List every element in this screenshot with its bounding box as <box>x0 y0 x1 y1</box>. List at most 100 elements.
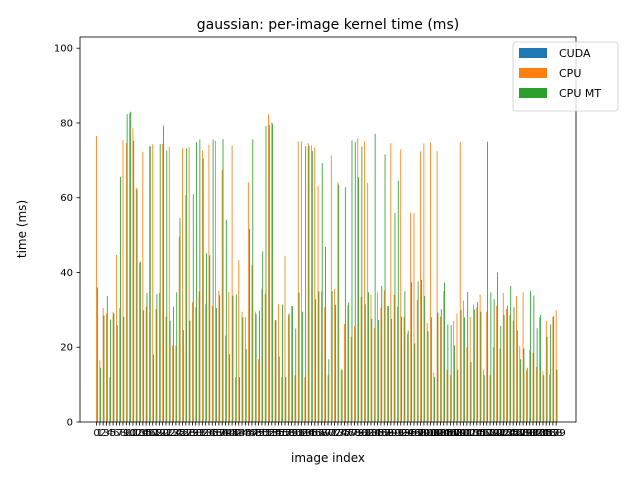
bar-cpu-mt-75 <box>344 187 346 422</box>
x-tick-label: 46 <box>242 428 255 439</box>
bar-cpu-118 <box>486 311 488 422</box>
bar-cpu-51 <box>264 293 266 422</box>
x-tick-label: 82 <box>361 428 374 439</box>
x-tick-label: 15 <box>140 428 153 439</box>
bar-cpu-mt-64 <box>308 145 310 422</box>
bar-cpu-mt-57 <box>285 377 287 422</box>
bar-cpu-mt-112 <box>467 291 469 422</box>
x-tick-label: 28 <box>183 428 196 439</box>
bar-cpu-84 <box>373 328 375 422</box>
x-tick-label: 106 <box>437 428 456 439</box>
x-tick-label: 74 <box>335 428 348 439</box>
bar-cpu-mt-17 <box>153 354 154 422</box>
x-tick-label: 57 <box>279 428 292 439</box>
bar-cpu-mt-79 <box>358 177 359 422</box>
bar-cpu-mt-38 <box>222 139 224 423</box>
bar-cpu-47 <box>251 265 253 422</box>
bar-cpu-mt-136 <box>546 336 548 422</box>
bar-cpu-mt-16 <box>149 146 151 422</box>
x-tick-label: 105 <box>434 428 453 439</box>
bar-cpu-120 <box>492 347 494 422</box>
bar-cpu-128 <box>519 346 521 422</box>
x-tick-label: 108 <box>444 428 463 439</box>
bar-cpu-mt-24 <box>176 292 178 422</box>
x-tick-label: 8 <box>120 428 126 439</box>
bar-cpu-90 <box>393 294 395 422</box>
x-ticks-group: 0123456789101112131415161718192021222324… <box>93 422 566 439</box>
x-tick-label: 14 <box>136 428 149 439</box>
bar-cpu-mt-120 <box>493 299 495 422</box>
x-tick-label: 72 <box>328 428 341 439</box>
bar-cpu-mt-61 <box>298 292 300 422</box>
x-tick-label: 16 <box>143 428 156 439</box>
x-tick-label: 138 <box>543 428 562 439</box>
bar-cpu-56 <box>281 377 283 422</box>
x-tick-label: 63 <box>298 428 311 439</box>
x-tick-label: 133 <box>527 428 546 439</box>
bar-cpu-28 <box>188 147 190 422</box>
bar-cpu-mt-52 <box>268 124 270 422</box>
x-tick-label: 52 <box>262 428 275 439</box>
y-tick-label: 20 <box>60 343 73 354</box>
bar-cpu-83 <box>370 294 372 422</box>
bar-cpu-mt-138 <box>553 316 555 422</box>
y-tick-label: 40 <box>60 268 73 279</box>
bar-cpu-131 <box>529 350 531 422</box>
bar-cpu-100 <box>426 322 428 422</box>
x-tick-label: 110 <box>451 428 470 439</box>
bar-cpu-29 <box>192 302 193 422</box>
bar-cpu-4 <box>109 377 111 422</box>
x-tick-label: 120 <box>484 428 503 439</box>
bar-cpu-mt-59 <box>292 306 293 422</box>
bar-cpu-mt-103 <box>437 312 439 422</box>
bar-cpu-39 <box>225 335 226 422</box>
x-tick-label: 53 <box>265 428 278 439</box>
bar-cpu-mt-97 <box>417 281 419 422</box>
bar-cpu-mt-47 <box>252 139 254 423</box>
bar-cpu-53 <box>271 122 273 422</box>
bar-cpu-mt-4 <box>110 319 111 422</box>
x-tick-label: 122 <box>490 428 509 439</box>
x-tick-label: 89 <box>384 428 397 439</box>
bar-cpu-44 <box>241 311 243 422</box>
x-tick-label: 11 <box>127 428 140 439</box>
bar-cpu-mt-10 <box>130 111 131 422</box>
bar-cpu-mt-35 <box>212 139 214 423</box>
bar-cpu-27 <box>185 195 187 422</box>
bar-cpu-mt-132 <box>533 295 535 422</box>
x-tick-label: 134 <box>530 428 549 439</box>
x-tick-label: 54 <box>269 428 282 439</box>
bar-cpu-mt-12 <box>136 189 138 422</box>
bar-cpu-117 <box>483 369 484 422</box>
x-tick-label: 99 <box>418 428 431 439</box>
x-tick-label: 84 <box>368 428 381 439</box>
bar-cpu-59 <box>291 306 293 422</box>
x-tick-label: 51 <box>259 428 272 439</box>
bar-cpu-49 <box>258 359 259 422</box>
x-tick-label: 119 <box>480 428 499 439</box>
bar-cpu-135 <box>542 371 544 422</box>
bar-cpu-139 <box>555 309 557 422</box>
bar-cpu-67 <box>317 185 319 422</box>
x-tick-label: 45 <box>239 428 252 439</box>
bar-cpu-mt-129 <box>523 348 525 422</box>
bar-cpu-45 <box>244 316 246 422</box>
bar-cpu-95 <box>410 212 412 422</box>
bar-cpu-mt-116 <box>480 311 482 422</box>
bar-cpu-mt-22 <box>169 320 171 422</box>
x-tick-label: 62 <box>295 428 308 439</box>
bar-cpu-66 <box>314 147 316 422</box>
bar-cpu-mt-32 <box>202 158 204 423</box>
x-tick-label: 60 <box>289 428 302 439</box>
bar-cpu-mt-133 <box>536 328 538 422</box>
bar-cpu-82 <box>367 182 369 422</box>
bar-cpu-13 <box>139 262 140 422</box>
x-tick-label: 95 <box>404 428 417 439</box>
bar-cpu-93 <box>403 316 405 422</box>
x-tick-label: 75 <box>338 428 351 439</box>
bar-cpu-mt-56 <box>282 304 283 422</box>
bar-cpu-mt-53 <box>272 123 274 422</box>
x-tick-label: 24 <box>170 428 183 439</box>
x-tick-label: 121 <box>487 428 506 439</box>
